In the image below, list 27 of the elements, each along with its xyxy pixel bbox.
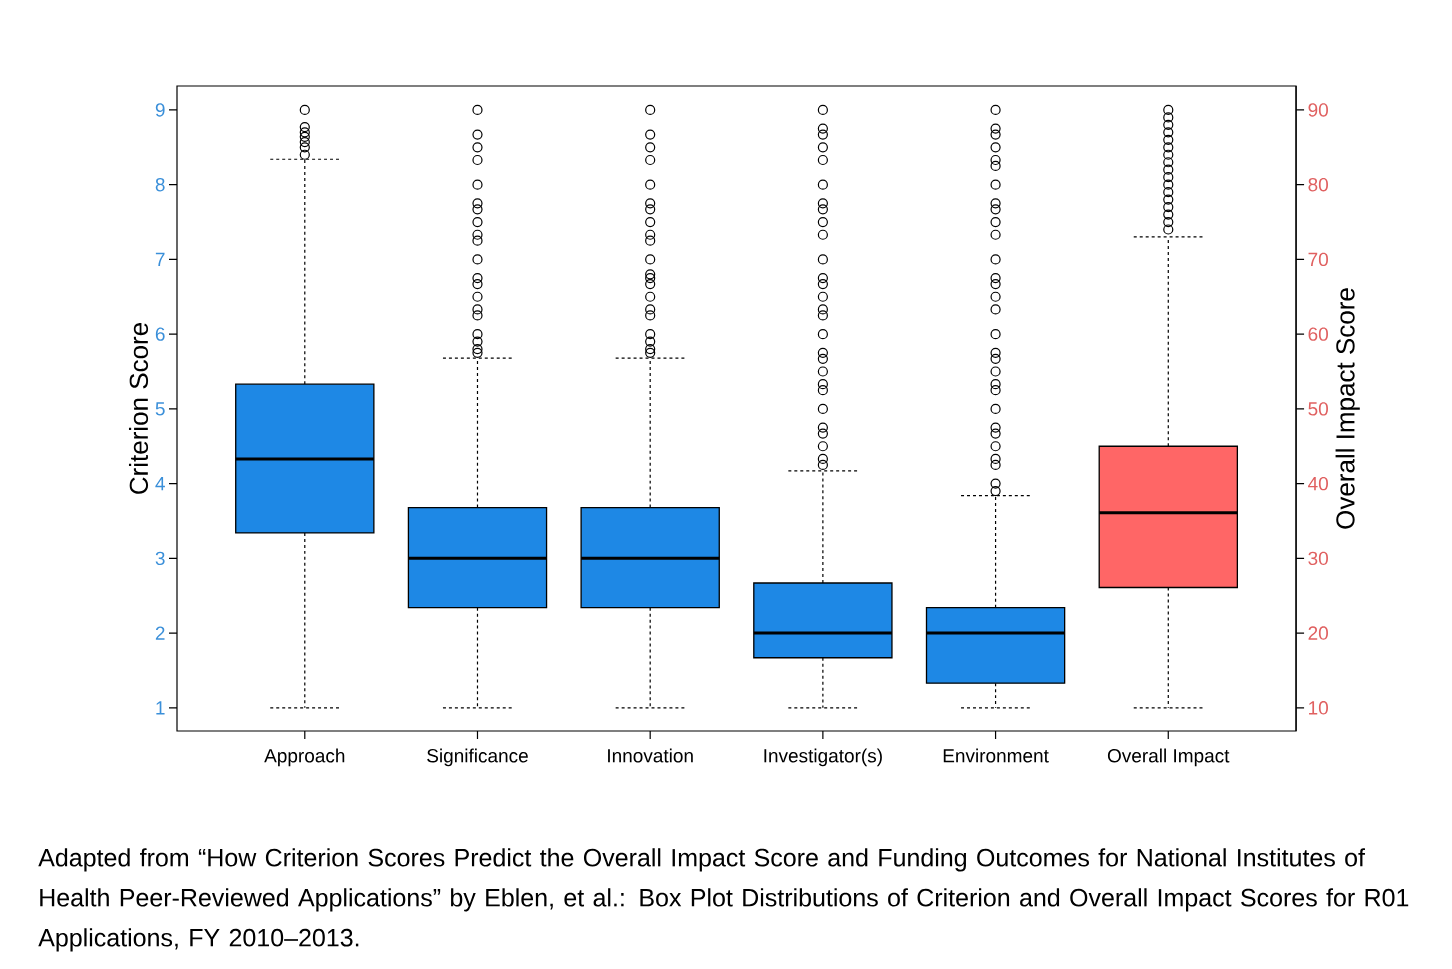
y2-tick-label: 80 [1308, 177, 1328, 192]
y2-tick-label: 40 [1308, 476, 1328, 491]
y2-tick-label: 20 [1308, 626, 1328, 640]
y-tick-label: 1 [156, 701, 165, 715]
x-tick-label: Approach [264, 748, 345, 767]
y2-tick-label: 60 [1308, 327, 1328, 341]
x-tick-label: Investigator(s) [764, 748, 882, 767]
y-tick-label: 9 [155, 103, 165, 117]
y2-tick-label: 30 [1308, 551, 1328, 566]
y-tick-label: 2 [155, 626, 165, 640]
x-tick-label: Environment [943, 748, 1049, 763]
y-tick-label: 5 [155, 402, 165, 416]
y-tick-label: 3 [155, 551, 165, 566]
y2-tick-label: 50 [1308, 402, 1328, 416]
y-tick-label: 8 [155, 177, 165, 192]
y2-tick-label: 70 [1308, 252, 1328, 267]
x-tick-label: Significance [427, 748, 528, 767]
y-tick-label: 6 [155, 327, 165, 341]
y2-tick-label: 90 [1308, 103, 1328, 117]
y-tick-label: 7 [155, 252, 165, 266]
y-tick-label: 4 [155, 477, 165, 491]
x-tick-label: Overall Impact [1107, 748, 1230, 767]
x-tick-label: Innovation [608, 748, 693, 763]
y-axis-title: Criterion Score [128, 323, 149, 494]
text: Adapted from “How Criterion Scores Predict the Overall Impact Score and Funding Outcomes for National Institutes of Health Peer-Reviewed Applications” by Eblen, et al.: Box Plot Distributions of Criterion and Overall Impact Scores for R01 Applications, FY 2010–2013. [38, 848, 1409, 952]
y2-axis-title: Overall Impact Score [1335, 288, 1360, 529]
y2-tick-label: 10 [1309, 701, 1328, 715]
